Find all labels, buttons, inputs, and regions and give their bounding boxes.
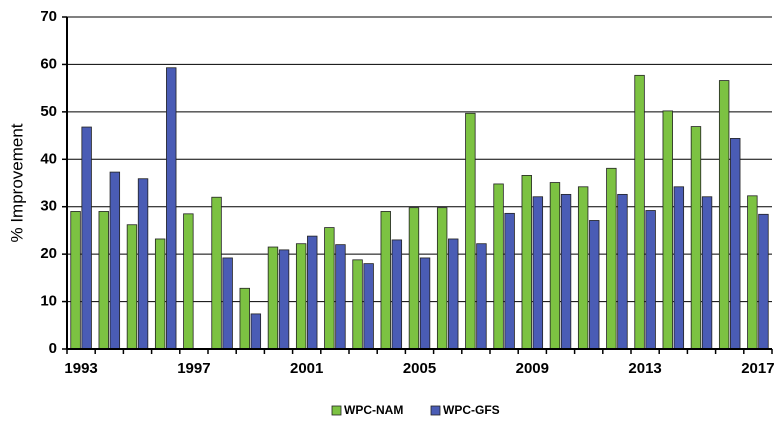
bar [278,249,290,350]
bar [222,257,233,350]
bar [363,263,374,350]
bar [211,196,222,350]
bar [493,183,504,350]
bar [476,243,487,350]
bar [295,243,307,350]
bar [98,211,109,350]
bar [335,244,346,350]
bar [617,193,628,350]
bar [701,196,713,350]
bar [758,213,769,350]
x-tick-label: 2001 [290,360,323,377]
bar [560,193,572,350]
legend-swatch [331,405,342,416]
bar [718,80,730,350]
y-tick-label: 70 [40,8,57,25]
bar [589,220,600,350]
bar [324,227,335,350]
bar [70,211,81,350]
y-tick-label: 50 [40,103,57,120]
bar [239,287,250,350]
bar [549,182,561,350]
bar [126,224,138,350]
y-tick-label: 10 [40,293,57,310]
y-tick-label: 20 [40,245,57,262]
y-tick-label: 40 [40,150,57,167]
bar [436,207,448,350]
y-tick-label: 30 [40,198,57,215]
bar [747,195,758,350]
bar [391,239,403,350]
bar [154,238,166,350]
bar [521,175,532,350]
x-tick-label: 2013 [628,360,661,377]
legend-swatch [430,405,441,416]
legend-label: WPC-NAM [344,403,403,417]
bar [166,67,177,350]
bar [250,313,262,350]
y-tick-label: 0 [49,340,57,357]
bar [504,212,515,350]
bar [408,207,420,350]
y-tick-label: 60 [40,55,57,72]
bar [267,246,279,350]
bar [465,112,476,350]
x-tick-label: 2009 [516,360,549,377]
bar [730,138,741,350]
legend-label: WPC-GFS [443,403,500,417]
bar [307,235,318,350]
bar [183,213,194,350]
bar [352,259,363,350]
bar [662,110,673,350]
bar [137,178,149,350]
bar [634,74,645,350]
bar [419,257,431,350]
y-axis-label: % Improvement [7,123,26,242]
bar [690,126,702,350]
bar [81,126,92,350]
bar [645,210,656,350]
bar [577,186,589,350]
bar [606,167,617,350]
bar [532,196,544,350]
bar [448,238,459,350]
bar [380,211,391,350]
x-tick-label: 1993 [64,360,97,377]
x-tick-label: 2005 [403,360,436,377]
bar [673,186,685,350]
x-tick-label: 1997 [177,360,210,377]
bar [109,171,121,350]
x-tick-label: 2017 [741,360,774,377]
